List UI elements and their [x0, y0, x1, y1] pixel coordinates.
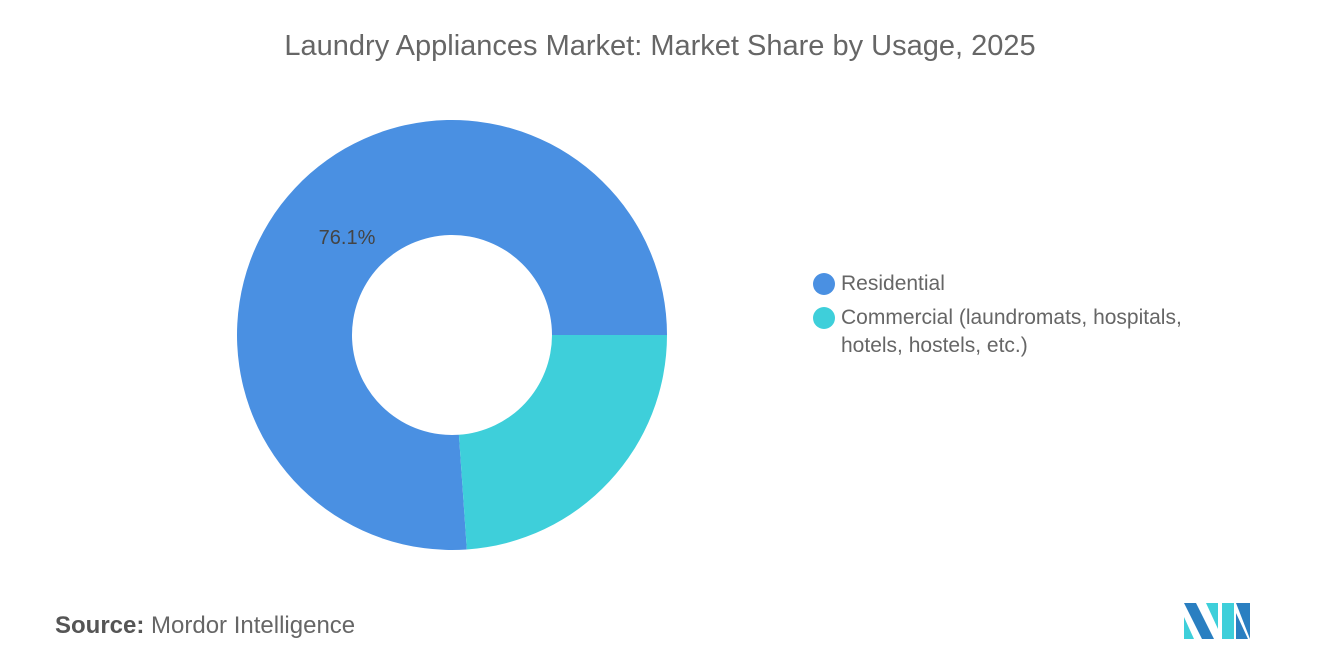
slice-residential [237, 120, 668, 551]
source-note: Source: Mordor Intelligence [55, 612, 355, 640]
legend-item-commercial: Commercial (laundromats, hospitals, hote… [813, 304, 1231, 360]
legend-swatch [813, 273, 835, 295]
mordor-intelligence-logo [1184, 603, 1250, 639]
legend-swatch [813, 307, 835, 329]
legend-label: Commercial (laundromats, hospitals, hote… [841, 306, 1182, 357]
source-value: Mordor Intelligence [151, 612, 356, 639]
source-label: Source: [55, 612, 145, 639]
legend: Residential Commercial (laundromats, hos… [813, 270, 1231, 366]
legend-item-residential: Residential [813, 270, 1231, 298]
chart-title: Laundry Appliances Market: Market Share … [284, 30, 1036, 62]
data-label: 76.1% [319, 227, 376, 249]
legend-label: Residential [841, 272, 945, 295]
slice-commercial [458, 335, 667, 550]
